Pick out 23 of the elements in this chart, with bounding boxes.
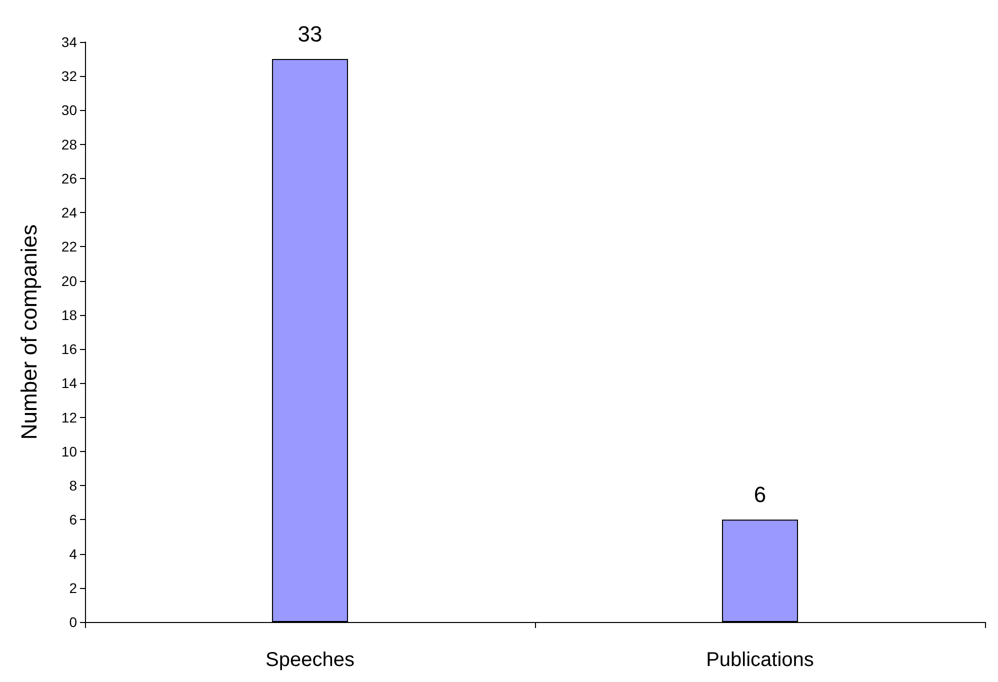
y-tick-label: 12 xyxy=(61,409,78,426)
x-tick-label: Publications xyxy=(706,649,814,671)
data-label: 6 xyxy=(754,482,766,508)
y-tick-label: 2 xyxy=(69,580,78,596)
data-label: 33 xyxy=(298,22,322,47)
y-tick-label: 16 xyxy=(61,341,78,358)
y-tick-label: 0 xyxy=(69,614,78,630)
y-tick-label: 8 xyxy=(69,478,78,494)
y-tick-label: 32 xyxy=(61,68,78,84)
y-tick-label: 20 xyxy=(61,272,78,289)
y-tick-label: 4 xyxy=(69,546,78,562)
y-tick-label: 6 xyxy=(69,512,78,528)
y-tick-label: 10 xyxy=(61,443,78,460)
y-tick-label: 24 xyxy=(61,204,78,221)
y-tick-label: 34 xyxy=(61,34,78,50)
y-tick-label: 26 xyxy=(61,170,78,186)
y-tick-label: 18 xyxy=(61,306,78,323)
y-tick-label: 14 xyxy=(61,375,78,392)
y-tick-label: 28 xyxy=(61,136,78,152)
y-tick-label: 30 xyxy=(61,102,78,118)
y-tick-label: 22 xyxy=(61,238,78,255)
y-axis-title: Number of companies xyxy=(16,224,42,440)
x-tick-label: Speeches xyxy=(266,649,354,671)
